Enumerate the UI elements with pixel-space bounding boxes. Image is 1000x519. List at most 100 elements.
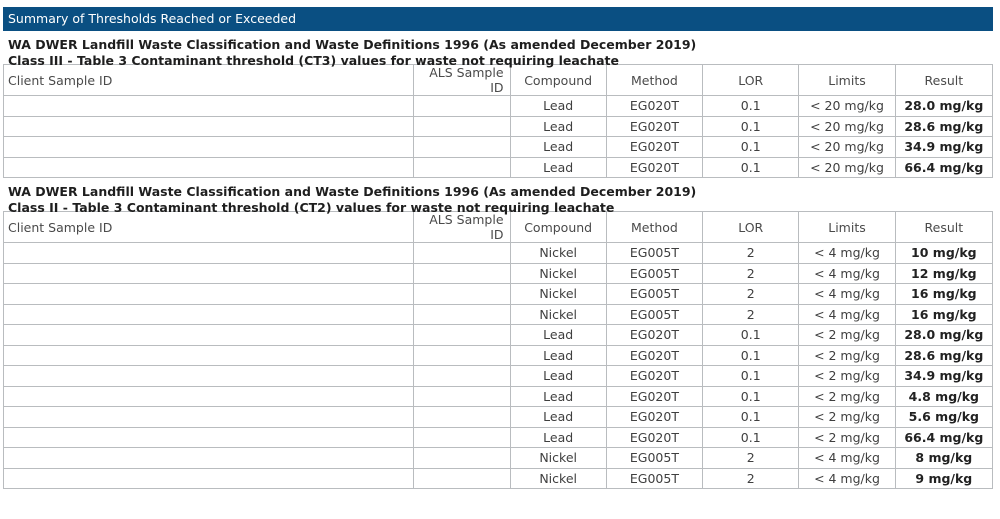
cell-result: 28.6 mg/kg xyxy=(894,115,994,137)
cell-client xyxy=(2,406,415,428)
cell-method: EG005T xyxy=(605,262,704,284)
cell-lor: 0.1 xyxy=(702,95,800,117)
table-row: Lead EG020T 0.1 < 2 mg/kg 28.6 mg/kg xyxy=(2,344,994,366)
cell-client xyxy=(2,385,415,407)
cell-limits: < 4 mg/kg xyxy=(798,283,896,305)
cell-limits: < 2 mg/kg xyxy=(798,385,896,407)
cell-result: 16 mg/kg xyxy=(894,283,994,305)
cell-method: EG020T xyxy=(605,426,704,448)
cell-result: 4.8 mg/kg xyxy=(894,385,994,407)
cell-method: EG005T xyxy=(605,467,704,489)
cell-method: EG020T xyxy=(605,324,704,346)
column-header-client: Client Sample ID xyxy=(2,211,415,243)
cell-compound: Lead xyxy=(509,344,607,366)
thresholds-summary: Summary of Thresholds Reached or Exceede… xyxy=(2,7,996,489)
cell-compound: Lead xyxy=(509,95,607,117)
cell-limits: < 20 mg/kg xyxy=(798,136,896,158)
cell-als xyxy=(413,365,511,387)
cell-limits: < 4 mg/kg xyxy=(798,242,896,264)
cell-limits: < 4 mg/kg xyxy=(798,447,896,469)
table-header-row: Client Sample ID ALS Sample ID Compound Met… xyxy=(2,211,994,243)
cell-lor: 0.1 xyxy=(702,406,800,428)
cell-client xyxy=(2,467,415,489)
cell-result: 16 mg/kg xyxy=(894,303,994,325)
cell-compound: Lead xyxy=(509,136,607,158)
cell-client xyxy=(2,262,415,284)
section-heading: WA DWER Landfill Waste Classification an… xyxy=(3,178,996,215)
cell-compound: Lead xyxy=(509,115,607,137)
cell-als xyxy=(413,467,511,489)
cell-als xyxy=(413,344,511,366)
cell-als xyxy=(413,262,511,284)
cell-als xyxy=(413,156,511,178)
cell-lor: 0.1 xyxy=(702,136,800,158)
cell-lor: 0.1 xyxy=(702,324,800,346)
cell-als xyxy=(413,136,511,158)
cell-compound: Lead xyxy=(509,365,607,387)
column-header-method: Method xyxy=(605,211,704,243)
cell-result: 12 mg/kg xyxy=(894,262,994,284)
cell-compound: Nickel xyxy=(509,283,607,305)
cell-client xyxy=(2,303,415,325)
cell-limits: < 2 mg/kg xyxy=(798,324,896,346)
sections-container: WA DWER Landfill Waste Classification an… xyxy=(2,31,996,489)
cell-als xyxy=(413,242,511,264)
cell-als xyxy=(413,406,511,428)
column-header-lor: LOR xyxy=(702,64,800,96)
cell-limits: < 20 mg/kg xyxy=(798,156,896,178)
cell-lor: 0.1 xyxy=(702,156,800,178)
cell-client xyxy=(2,156,415,178)
cell-method: EG020T xyxy=(605,406,704,428)
cell-client xyxy=(2,115,415,137)
table-row: Nickel EG005T 2 < 4 mg/kg 10 mg/kg xyxy=(2,242,994,264)
cell-als xyxy=(413,115,511,137)
cell-result: 34.9 mg/kg xyxy=(894,365,994,387)
column-header-als: ALS Sample ID xyxy=(413,211,511,243)
column-header-result: Result xyxy=(894,64,994,96)
cell-client xyxy=(2,136,415,158)
cell-als xyxy=(413,95,511,117)
table-row: Lead EG020T 0.1 < 2 mg/kg 4.8 mg/kg xyxy=(2,385,994,407)
table-row: Lead EG020T 0.1 < 2 mg/kg 34.9 mg/kg xyxy=(2,365,994,387)
cell-lor: 0.1 xyxy=(702,115,800,137)
cell-method: EG020T xyxy=(605,344,704,366)
cell-method: EG020T xyxy=(605,156,704,178)
cell-result: 5.6 mg/kg xyxy=(894,406,994,428)
cell-method: EG005T xyxy=(605,242,704,264)
table-row: Nickel EG005T 2 < 4 mg/kg 16 mg/kg xyxy=(2,283,994,305)
cell-client xyxy=(2,447,415,469)
cell-als xyxy=(413,426,511,448)
cell-method: EG020T xyxy=(605,95,704,117)
cell-lor: 2 xyxy=(702,303,800,325)
table-row: Nickel EG005T 2 < 4 mg/kg 12 mg/kg xyxy=(2,262,994,284)
cell-method: EG020T xyxy=(605,365,704,387)
cell-client xyxy=(2,344,415,366)
cell-limits: < 20 mg/kg xyxy=(798,115,896,137)
cell-lor: 0.1 xyxy=(702,365,800,387)
cell-lor: 0.1 xyxy=(702,344,800,366)
cell-lor: 2 xyxy=(702,242,800,264)
cell-result: 28.6 mg/kg xyxy=(894,344,994,366)
cell-method: EG020T xyxy=(605,115,704,137)
cell-result: 28.0 mg/kg xyxy=(894,324,994,346)
column-header-compound: Compound xyxy=(509,211,607,243)
column-header-limits: Limits xyxy=(798,64,896,96)
cell-compound: Lead xyxy=(509,406,607,428)
cell-limits: < 2 mg/kg xyxy=(798,344,896,366)
cell-result: 10 mg/kg xyxy=(894,242,994,264)
cell-result: 66.4 mg/kg xyxy=(894,156,994,178)
table-row: Nickel EG005T 2 < 4 mg/kg 8 mg/kg xyxy=(2,447,994,469)
cell-method: EG005T xyxy=(605,303,704,325)
cell-als xyxy=(413,447,511,469)
cell-lor: 2 xyxy=(702,283,800,305)
cell-compound: Nickel xyxy=(509,262,607,284)
cell-limits: < 4 mg/kg xyxy=(798,262,896,284)
cell-limits: < 4 mg/kg xyxy=(798,303,896,325)
cell-client xyxy=(2,283,415,305)
cell-lor: 0.1 xyxy=(702,426,800,448)
thresholds-table: Client Sample ID ALS Sample ID Compound Met… xyxy=(2,211,994,489)
cell-als xyxy=(413,385,511,407)
section-heading: WA DWER Landfill Waste Classification an… xyxy=(3,31,996,68)
cell-compound: Nickel xyxy=(509,467,607,489)
column-header-client: Client Sample ID xyxy=(2,64,415,96)
